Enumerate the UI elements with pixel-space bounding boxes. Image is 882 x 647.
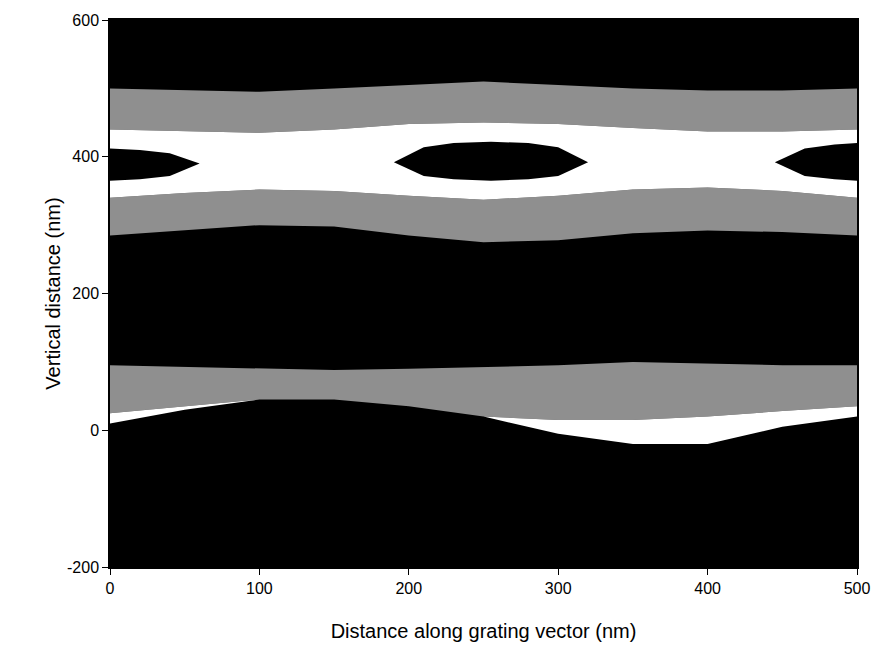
svg-text:500: 500 xyxy=(844,580,871,597)
svg-text:100: 100 xyxy=(246,580,273,597)
svg-text:Vertical distance (nm): Vertical distance (nm) xyxy=(42,197,64,389)
svg-text:600: 600 xyxy=(72,12,99,29)
svg-text:200: 200 xyxy=(395,580,422,597)
svg-text:Distance along grating vector: Distance along grating vector (nm) xyxy=(331,620,637,642)
svg-text:400: 400 xyxy=(694,580,721,597)
svg-text:0: 0 xyxy=(90,422,99,439)
svg-text:0: 0 xyxy=(106,580,115,597)
svg-text:300: 300 xyxy=(545,580,572,597)
svg-text:400: 400 xyxy=(72,148,99,165)
svg-text:-200: -200 xyxy=(67,559,99,576)
svg-text:200: 200 xyxy=(72,285,99,302)
